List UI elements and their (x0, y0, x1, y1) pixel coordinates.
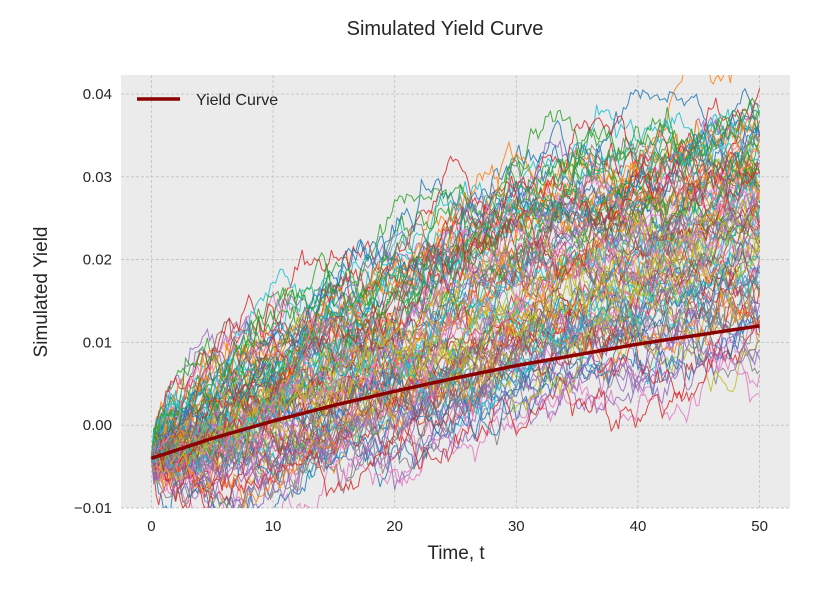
simulated-path (150, 162, 760, 464)
simulated-path (150, 222, 761, 483)
simulated-path (150, 239, 761, 486)
simulated-path (150, 310, 761, 506)
x-tick-label: 50 (751, 518, 768, 535)
simulated-path (150, 120, 760, 459)
simulated-path (150, 98, 761, 459)
simulated-path (150, 339, 761, 491)
yield-curve-line (150, 324, 760, 460)
x-axis-ticks: 0 10 20 30 40 50 (147, 518, 768, 535)
simulated-path (150, 303, 761, 508)
simulated-path (151, 323, 761, 508)
x-axis-label: Time, t (427, 543, 485, 564)
chart-title: Simulated Yield Curve (347, 18, 544, 40)
simulated-path (151, 293, 761, 508)
y-tick-label: −0.01 (74, 500, 112, 517)
y-axis-ticks: −0.01 0.00 0.01 0.02 0.03 0.04 (74, 86, 112, 517)
y-tick-label: 0.03 (83, 169, 112, 186)
simulated-path (150, 293, 761, 508)
x-tick-label: 40 (630, 518, 647, 535)
simulated-path (150, 158, 761, 468)
simulated-path (150, 265, 761, 477)
y-tick-label: 0.01 (83, 334, 112, 351)
simulated-path (150, 125, 761, 459)
simulated-path (150, 97, 761, 459)
simulated-path (150, 172, 760, 459)
x-tick-label: 10 (265, 518, 282, 535)
simulated-path (150, 192, 760, 491)
simulated-path (150, 338, 761, 508)
x-tick-label: 20 (386, 518, 403, 535)
y-axis-label: Simulated Yield (31, 227, 52, 358)
legend-label-yield-curve: Yield Curve (196, 92, 278, 109)
simulated-path (151, 247, 760, 481)
simulated-path (150, 88, 761, 472)
simulated-path (150, 268, 761, 500)
simulated-path (150, 267, 760, 484)
simulated-path (150, 208, 761, 468)
simulated-path (150, 172, 761, 459)
y-tick-label: 0.02 (83, 252, 112, 269)
simulated-path (150, 138, 761, 459)
legend: Yield Curve (137, 92, 278, 109)
x-tick-label: 0 (147, 518, 155, 535)
x-tick-label: 30 (508, 518, 525, 535)
simulated-path (150, 296, 761, 508)
simulated-path (150, 133, 760, 459)
simulated-path (150, 202, 761, 506)
simulated-path (150, 151, 760, 502)
y-tick-label: 0.00 (83, 417, 112, 434)
simulated-path (150, 240, 761, 466)
simulated-path (150, 110, 761, 459)
y-tick-label: 0.04 (83, 86, 112, 103)
simulated-path (150, 198, 760, 467)
yield-curve-layer (150, 324, 760, 460)
